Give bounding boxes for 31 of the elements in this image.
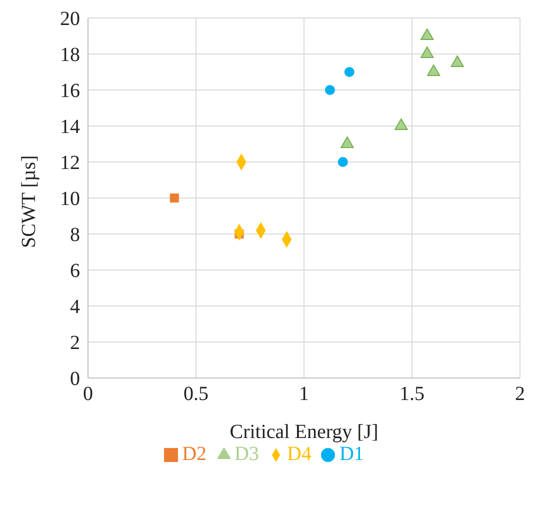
y-tick-label: 4 [70,296,80,318]
point [420,46,434,58]
y-tick-label: 16 [60,80,80,102]
point [324,84,335,96]
y-tick-label: 12 [60,152,80,174]
point [450,55,464,68]
y-tick-label: 18 [60,44,80,66]
y-tick-label: 14 [60,116,80,138]
point [344,66,354,78]
point [394,118,408,130]
legend-label: D1 [339,443,364,465]
point [338,156,348,168]
x-tick-label: 2 [515,383,525,406]
y-tick-label: 6 [70,260,80,282]
y-tick-label: 10 [60,188,80,210]
y-tick-label: 20 [60,8,80,30]
x-tick-label: 1 [299,383,309,406]
legend-label: D3 [234,443,259,465]
x-axis-title: Critical Energy [J] [230,421,378,443]
y-tick-label: 0 [70,368,80,390]
point [340,136,354,148]
point [420,28,434,40]
y-tick-label: 8 [70,224,80,246]
y-tick-label: 2 [70,332,80,354]
x-tick-label: 1.5 [400,383,424,406]
y-axis-title: SCWT [µs] [18,155,40,248]
legend-label: D2 [182,443,207,465]
point [170,194,179,202]
legend-label: D4 [287,443,312,465]
x-tick-label: 0.5 [184,383,208,406]
point [427,64,440,76]
